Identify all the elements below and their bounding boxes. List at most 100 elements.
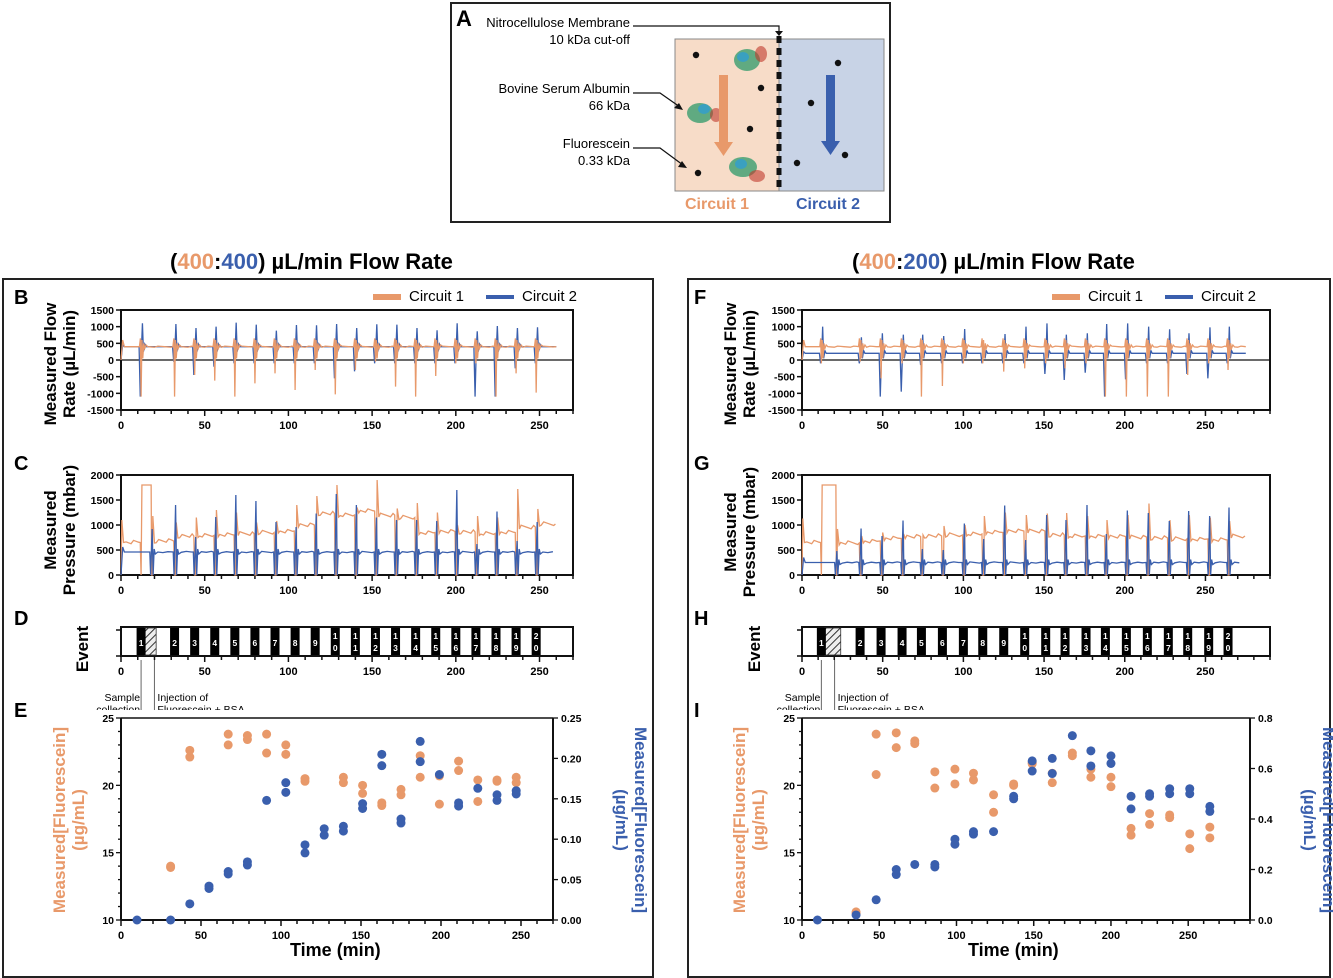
event-label: 1 bbox=[413, 631, 418, 641]
data-point-circuit-1 bbox=[377, 798, 387, 808]
legend-swatch bbox=[1165, 295, 1194, 300]
event-track-frame bbox=[120, 626, 574, 657]
data-point-circuit-2 bbox=[1106, 758, 1116, 768]
x-tick-label: 0 bbox=[118, 930, 124, 942]
event-label: 1 bbox=[819, 638, 824, 648]
xlabel-i: Time (min) bbox=[968, 940, 1059, 960]
data-point-circuit-1 bbox=[358, 788, 368, 798]
data-point-circuit-1 bbox=[1106, 772, 1116, 782]
y-tick-label: 0 bbox=[789, 570, 795, 582]
x-tick-label: 0 bbox=[118, 585, 124, 597]
series-circuit-1-line bbox=[120, 479, 556, 576]
event-bar bbox=[855, 628, 865, 655]
data-point-circuit-2 bbox=[415, 736, 425, 746]
data-point-circuit-2 bbox=[1047, 769, 1057, 779]
x-tick-label: 150 bbox=[1035, 585, 1053, 597]
data-point-circuit-1 bbox=[1205, 822, 1215, 832]
x-tick-label: 0 bbox=[799, 585, 805, 597]
data-point-circuit-1 bbox=[358, 780, 368, 790]
y-tick-label: 1500 bbox=[91, 495, 115, 507]
circuit2-flow-arrow-icon bbox=[821, 75, 840, 155]
data-point-circuit-2 bbox=[377, 761, 387, 771]
event-label: 0 bbox=[1226, 643, 1231, 653]
data-point-circuit-2 bbox=[1185, 784, 1195, 794]
legend-swatch bbox=[373, 294, 401, 301]
x-tick-label: 50 bbox=[195, 930, 207, 942]
x-tick-label: 100 bbox=[272, 930, 290, 942]
data-point-circuit-2 bbox=[204, 881, 214, 891]
xlabel-e: Time (min) bbox=[290, 940, 381, 960]
legend-swatch bbox=[486, 295, 515, 300]
event-bar bbox=[816, 628, 826, 655]
event-label: 9 bbox=[1206, 643, 1211, 653]
event-bar bbox=[1020, 628, 1030, 655]
event-label: 1 bbox=[1124, 631, 1129, 641]
sample-collection-note: Sample bbox=[785, 692, 821, 704]
injection-bar bbox=[144, 627, 157, 656]
injection-note: Injection of bbox=[838, 692, 889, 704]
event-label: 1 bbox=[1145, 631, 1150, 641]
event-label: 1 bbox=[353, 643, 358, 653]
event-label: 4 bbox=[1103, 643, 1108, 653]
event-label: 1 bbox=[333, 631, 338, 641]
panel-a-frame bbox=[450, 2, 891, 223]
data-point-circuit-1 bbox=[989, 790, 999, 800]
data-point-circuit-2 bbox=[910, 859, 920, 869]
series-circuit-2-line bbox=[801, 323, 1246, 397]
event-label: 1 bbox=[393, 631, 398, 641]
legend-f: Circuit 1 Circuit 2 bbox=[1052, 288, 1256, 305]
legend-item-circuit2: Circuit 2 bbox=[486, 288, 577, 305]
data-point-circuit-1 bbox=[1086, 772, 1096, 782]
data-point-circuit-1 bbox=[262, 729, 272, 739]
event-bar bbox=[1041, 628, 1051, 655]
y-tick-label: 1500 bbox=[772, 495, 796, 507]
data-point-circuit-1 bbox=[950, 779, 960, 789]
event-label: 1 bbox=[1063, 631, 1068, 641]
series-circuit-1-line bbox=[120, 338, 557, 397]
x-tick-label: 100 bbox=[954, 666, 972, 678]
event-label: 1 bbox=[353, 631, 358, 641]
x-tick-label: 200 bbox=[1116, 420, 1134, 432]
plot-frame bbox=[120, 474, 574, 576]
data-point-circuit-2 bbox=[1027, 766, 1037, 776]
event-bar bbox=[937, 628, 947, 655]
circuit1-flow-arrow-icon bbox=[714, 75, 733, 156]
y-tick-label: 20 bbox=[102, 780, 114, 792]
event-label: 5 bbox=[232, 638, 237, 648]
panel-c-label: C bbox=[14, 453, 29, 475]
event-label: 3 bbox=[393, 643, 398, 653]
event-bar bbox=[471, 628, 481, 655]
data-point-circuit-1 bbox=[968, 775, 978, 785]
event-label: 9 bbox=[313, 638, 318, 648]
legend-text: Circuit 2 bbox=[1201, 288, 1257, 305]
y-tick-label: 15 bbox=[783, 848, 795, 860]
event-bar bbox=[1204, 628, 1214, 655]
y-tick-label: 0 bbox=[789, 355, 795, 367]
chart-g-pressure: 0 50 100 150 200 250 0 500 1000 1500 2000 bbox=[772, 470, 1271, 597]
fluorescein-pointer bbox=[633, 147, 684, 166]
data-point-circuit-1 bbox=[434, 799, 444, 809]
y-tick-label-right: 0.0 bbox=[1258, 915, 1273, 927]
data-point-circuit-1 bbox=[473, 775, 483, 785]
data-point-circuit-2 bbox=[1086, 761, 1096, 771]
y-tick-label: 25 bbox=[783, 713, 795, 725]
event-label: 6 bbox=[453, 643, 458, 653]
event-label: 5 bbox=[1124, 643, 1129, 653]
legend-item-circuit1: Circuit 1 bbox=[1052, 288, 1143, 305]
x-tick-label: 100 bbox=[279, 666, 297, 678]
data-point-circuit-1 bbox=[1126, 823, 1136, 833]
data-point-circuit-2 bbox=[511, 786, 521, 796]
y-tick-label: 20 bbox=[783, 780, 795, 792]
title-part: : bbox=[896, 249, 904, 274]
data-point-circuit-2 bbox=[1106, 751, 1116, 761]
x-tick-label: 250 bbox=[1196, 666, 1214, 678]
event-label: 1 bbox=[474, 631, 479, 641]
data-point-circuit-1 bbox=[1126, 830, 1136, 840]
event-bar bbox=[136, 628, 146, 655]
data-point-circuit-1 bbox=[396, 784, 406, 794]
x-tick-label: 200 bbox=[432, 930, 450, 942]
data-point-circuit-2 bbox=[851, 910, 861, 920]
y-tick-label: 2000 bbox=[772, 470, 796, 482]
event-label: 5 bbox=[919, 638, 924, 648]
